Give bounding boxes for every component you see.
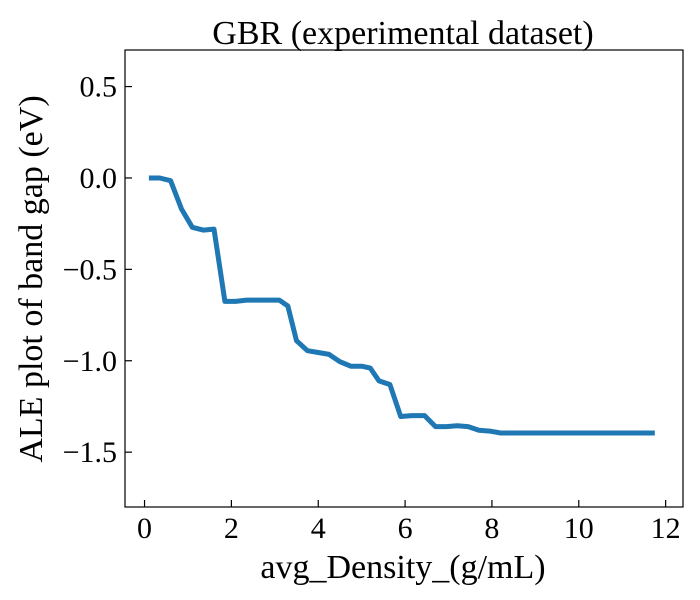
- x-tick-label: 6: [398, 512, 413, 545]
- chart-title: GBR (experimental dataset): [212, 15, 593, 52]
- x-tick-label: 0: [137, 512, 152, 545]
- plot-area: 0 2 4 6 8 10 12 0.5 0.0 −0.5 −1.0 −1.5: [63, 49, 684, 545]
- y-tick-label: −1.5: [63, 436, 117, 469]
- x-tick-label: 4: [311, 512, 326, 545]
- y-axis: 0.5 0.0 −0.5 −1.0 −1.5: [63, 71, 132, 469]
- series-lines: [148, 175, 655, 436]
- x-tick-label: 2: [224, 512, 239, 545]
- x-tick-label: 8: [484, 512, 499, 545]
- y-tick-label: −0.5: [63, 253, 117, 286]
- y-tick-label: 0.5: [80, 71, 118, 104]
- x-tick-label: 12: [651, 512, 681, 545]
- x-axis-label: avg_Density_(g/mL): [260, 549, 545, 586]
- plot-frame: [124, 49, 684, 508]
- x-tick-label: 10: [564, 512, 594, 545]
- series-line: [148, 175, 655, 436]
- y-tick-label: −1.0: [63, 345, 117, 378]
- y-tick-label: 0.0: [80, 162, 118, 195]
- x-axis: 0 2 4 6 8 10 12: [137, 500, 681, 545]
- y-axis-label: ALE plot of band gap (eV): [13, 95, 50, 462]
